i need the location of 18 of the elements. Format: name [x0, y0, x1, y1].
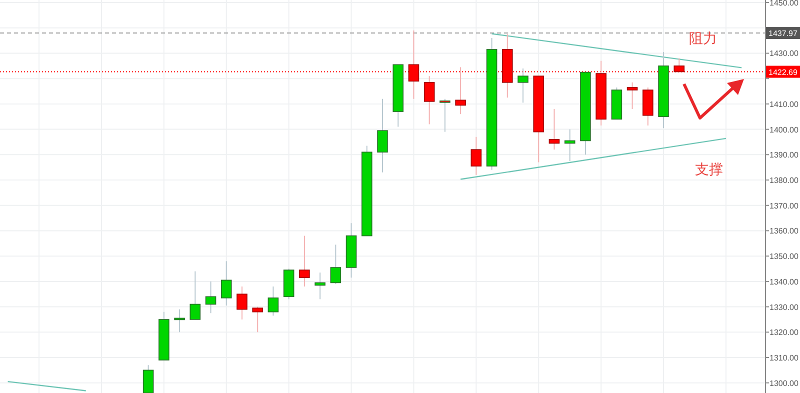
y-tick-label: 1340.00: [770, 277, 800, 286]
y-tick-label: 1370.00: [770, 201, 800, 210]
y-tick-label: 1390.00: [770, 150, 800, 160]
y-tick-label: 1300.00: [770, 378, 800, 388]
y-tick-label: 1320.00: [770, 328, 800, 338]
y-tick-label: 1430.00: [770, 49, 800, 58]
annotation: 支撑: [695, 161, 723, 177]
y-tick-label: 1450.00: [770, 0, 800, 8]
ref-line-label: 1422.69: [768, 68, 798, 77]
y-tick-label: 1400.00: [770, 125, 800, 134]
y-tick-label: 1330.00: [770, 302, 800, 312]
y-tick-label: 1360.00: [770, 226, 800, 236]
y-tick-label: 1310.00: [770, 354, 800, 363]
y-tick-label: 1380.00: [770, 176, 800, 186]
y-tick-label: 1410.00: [770, 100, 800, 109]
annotation: 阻力: [689, 30, 717, 46]
ref-line-label: 1437.97: [768, 29, 798, 38]
y-tick-label: 1350.00: [770, 252, 800, 262]
